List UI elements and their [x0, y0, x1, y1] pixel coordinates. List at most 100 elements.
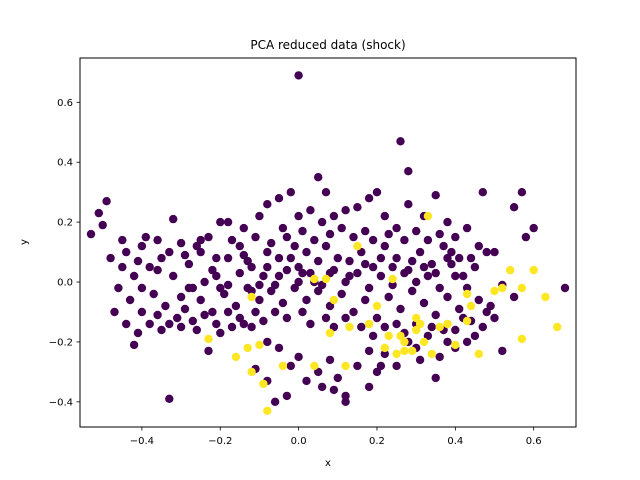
point-class-0-112	[431, 310, 440, 320]
point-class-0-183	[412, 277, 421, 287]
point-class-0-145	[435, 352, 444, 362]
point-class-0-107	[372, 313, 382, 323]
x-tick-label: −0.2	[208, 436, 232, 447]
point-class-1-45	[329, 295, 339, 305]
point-class-0-156	[282, 391, 292, 401]
point-class-0-237	[357, 322, 366, 332]
point-class-0-181	[388, 280, 397, 290]
point-class-0-232	[298, 307, 307, 317]
point-class-0-180	[376, 271, 386, 281]
point-class-0-57	[176, 292, 186, 302]
point-class-0-25	[329, 211, 339, 221]
point-class-0-92	[196, 295, 205, 305]
point-class-0-166	[212, 271, 221, 281]
point-class-0-255	[345, 256, 354, 266]
point-class-0-26	[341, 206, 350, 215]
point-class-0-0	[294, 71, 303, 80]
point-class-0-144	[423, 331, 433, 341]
point-class-0-219	[133, 328, 143, 338]
point-class-0-39	[509, 203, 519, 212]
point-class-1-16	[408, 346, 417, 356]
point-class-0-264	[455, 253, 464, 263]
point-class-0-41	[521, 232, 531, 242]
point-class-0-94	[220, 289, 229, 299]
point-class-0-214	[447, 247, 456, 257]
point-class-1-22	[451, 340, 460, 350]
point-class-0-102	[314, 286, 323, 296]
point-class-0-185	[435, 283, 444, 293]
point-class-0-130	[286, 361, 295, 371]
point-class-0-155	[341, 397, 350, 406]
point-class-0-182	[400, 268, 409, 278]
x-tick-label: 0.4	[447, 436, 463, 447]
point-class-0-258	[376, 253, 386, 263]
point-class-0-110	[408, 286, 417, 296]
point-class-0-236	[341, 313, 350, 323]
point-class-0-220	[153, 310, 162, 320]
point-class-0-23	[306, 206, 315, 215]
point-class-0-15	[216, 217, 225, 227]
point-class-1-23	[462, 316, 472, 326]
point-class-0-84	[462, 283, 472, 293]
point-class-1-17	[419, 337, 429, 347]
point-class-0-251	[274, 271, 284, 281]
point-class-0-58	[184, 259, 194, 269]
point-class-0-87	[137, 307, 147, 317]
point-class-0-154	[317, 382, 327, 392]
point-class-0-216	[474, 241, 483, 251]
point-class-0-126	[235, 313, 244, 323]
point-class-0-158	[431, 373, 440, 383]
point-class-0-133	[314, 367, 323, 377]
point-class-0-134	[325, 355, 335, 365]
point-class-1-44	[310, 274, 319, 284]
point-class-0-141	[392, 361, 401, 371]
point-class-0-47	[490, 247, 499, 257]
point-class-0-60	[208, 265, 217, 275]
point-class-1-43	[388, 274, 397, 284]
point-class-0-38	[478, 188, 487, 197]
point-class-0-213	[435, 229, 444, 239]
point-class-0-122	[192, 325, 201, 335]
y-axis-ticks: −0.4 −0.2 0.0 0.2 0.4 0.6	[49, 98, 80, 408]
point-class-0-188	[133, 256, 143, 266]
point-class-0-24	[317, 217, 327, 227]
point-class-0-140	[380, 349, 389, 359]
point-class-0-205	[337, 223, 346, 233]
point-class-1-3	[247, 367, 256, 377]
point-class-0-178	[353, 268, 362, 278]
point-class-0-123	[204, 346, 213, 356]
point-class-0-129	[274, 343, 284, 353]
point-class-0-192	[180, 250, 190, 260]
point-class-0-68	[282, 232, 292, 242]
point-class-0-27	[353, 203, 362, 212]
point-class-0-76	[368, 262, 378, 272]
point-class-1-35	[372, 301, 382, 311]
point-class-0-136	[341, 391, 350, 401]
point-class-0-119	[145, 319, 154, 329]
point-class-0-252	[314, 256, 323, 266]
point-class-1-28	[517, 283, 527, 293]
point-class-0-135	[333, 373, 342, 383]
point-class-0-116	[474, 295, 483, 305]
point-class-0-86	[125, 295, 135, 305]
point-class-0-72	[321, 241, 331, 251]
point-class-0-61	[216, 283, 225, 293]
plot-frame	[79, 57, 577, 428]
point-class-0-212	[423, 235, 433, 245]
point-class-0-85	[114, 283, 123, 293]
y-tick-label: 0.4	[57, 158, 73, 169]
y-axis-label: y	[19, 239, 30, 245]
point-class-0-56	[169, 271, 178, 281]
point-class-1-10	[321, 274, 331, 284]
point-class-0-114	[455, 304, 464, 314]
point-class-0-52	[129, 271, 139, 281]
point-class-0-16	[223, 217, 233, 227]
point-class-0-210	[400, 235, 409, 245]
point-class-0-8	[94, 208, 104, 218]
point-class-0-48	[470, 262, 480, 272]
point-class-0-193	[192, 241, 201, 251]
point-class-0-260	[408, 256, 417, 266]
point-class-0-147	[451, 325, 460, 335]
